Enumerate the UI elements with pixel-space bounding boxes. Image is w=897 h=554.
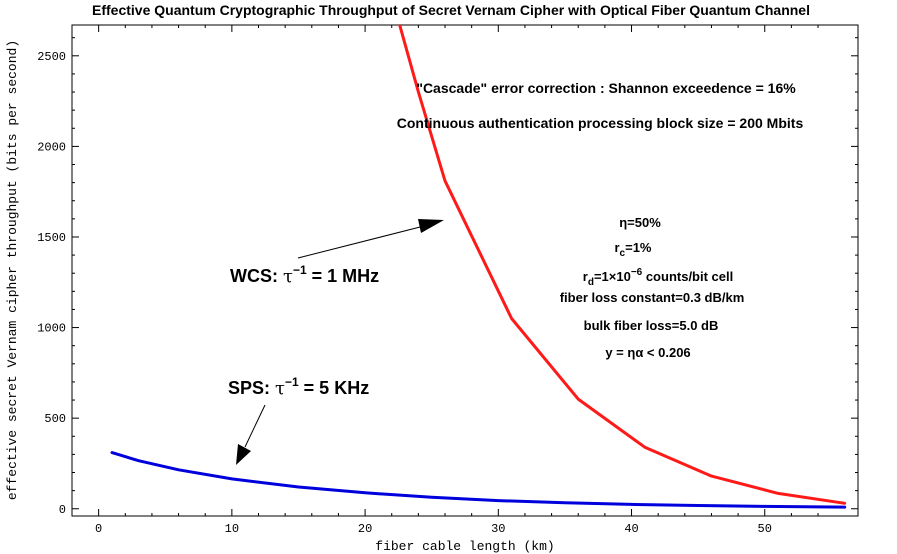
param-rc: rc=1% xyxy=(614,240,651,259)
y-tick-label: 1500 xyxy=(37,231,66,245)
sps-label-prefix: SPS: xyxy=(228,378,275,398)
param-fiber-loss: fiber loss constant=0.3 dB/km xyxy=(560,290,745,305)
plot-frame xyxy=(71,24,859,517)
sps-arrow xyxy=(236,404,266,465)
wcs-label: WCS: τ−1 = 1 MHz xyxy=(230,263,379,287)
y-tick-label: 2000 xyxy=(37,140,66,154)
sps-label-sup: −1 xyxy=(285,375,299,389)
sps-label: SPS: τ−1 = 5 KHz xyxy=(228,375,369,399)
y-tick-label: 500 xyxy=(44,412,66,426)
param-rd-main: r xyxy=(583,269,588,284)
x-axis: 0 10 20 30 40 50 xyxy=(95,25,819,536)
param-rd-tail: counts/bit cell xyxy=(642,269,733,284)
sps-label-suffix: = 5 KHz xyxy=(299,378,370,398)
cascade-annotation: "Cascade" error correction : Shannon exc… xyxy=(416,80,796,96)
wcs-label-prefix: WCS: xyxy=(230,266,283,286)
y-tick-label: 2500 xyxy=(37,50,66,64)
y-tick-label: 0 xyxy=(59,503,66,517)
wcs-label-suffix: = 1 MHz xyxy=(307,266,380,286)
sps-label-tau: τ xyxy=(275,378,285,399)
y-tick-label: 1000 xyxy=(37,322,66,336)
param-rc-sub: c xyxy=(620,248,626,259)
param-rd-exponent: −6 xyxy=(631,267,643,278)
param-rd: rd=1×10−6 counts/bit cell xyxy=(583,267,733,288)
param-eta: η=50% xyxy=(619,215,661,230)
param-rd-value: =1×10 xyxy=(594,269,631,284)
authentication-annotation: Continuous authentication processing blo… xyxy=(397,115,804,131)
wcs-arrow xyxy=(297,219,444,259)
y-axis: 0 500 1000 1500 2000 2500 xyxy=(37,37,858,517)
param-y-limit: y = ηα < 0.206 xyxy=(605,345,690,360)
wcs-label-tau: τ xyxy=(283,266,293,287)
wcs-label-sup: −1 xyxy=(293,263,307,277)
y-axis-label: effective secret Vernam cipher throughpu… xyxy=(5,40,20,500)
x-axis-label: fiber cable length (km) xyxy=(375,539,554,554)
x-tick-label: 10 xyxy=(225,522,239,536)
x-tick-label: 40 xyxy=(624,522,638,536)
param-bulk-loss: bulk fiber loss=5.0 dB xyxy=(584,318,719,333)
series-line-wcs xyxy=(398,25,847,505)
chart-title: Effective Quantum Cryptographic Throughp… xyxy=(92,2,810,18)
param-rd-sub: d xyxy=(588,277,594,288)
x-tick-label: 20 xyxy=(358,522,372,536)
x-tick-label: 30 xyxy=(491,522,505,536)
param-rc-value: =1% xyxy=(625,240,652,255)
series-line-sps xyxy=(110,451,847,509)
x-tick-label: 0 xyxy=(95,522,102,536)
param-rc-main: r xyxy=(614,240,619,255)
x-tick-label: 50 xyxy=(758,522,772,536)
